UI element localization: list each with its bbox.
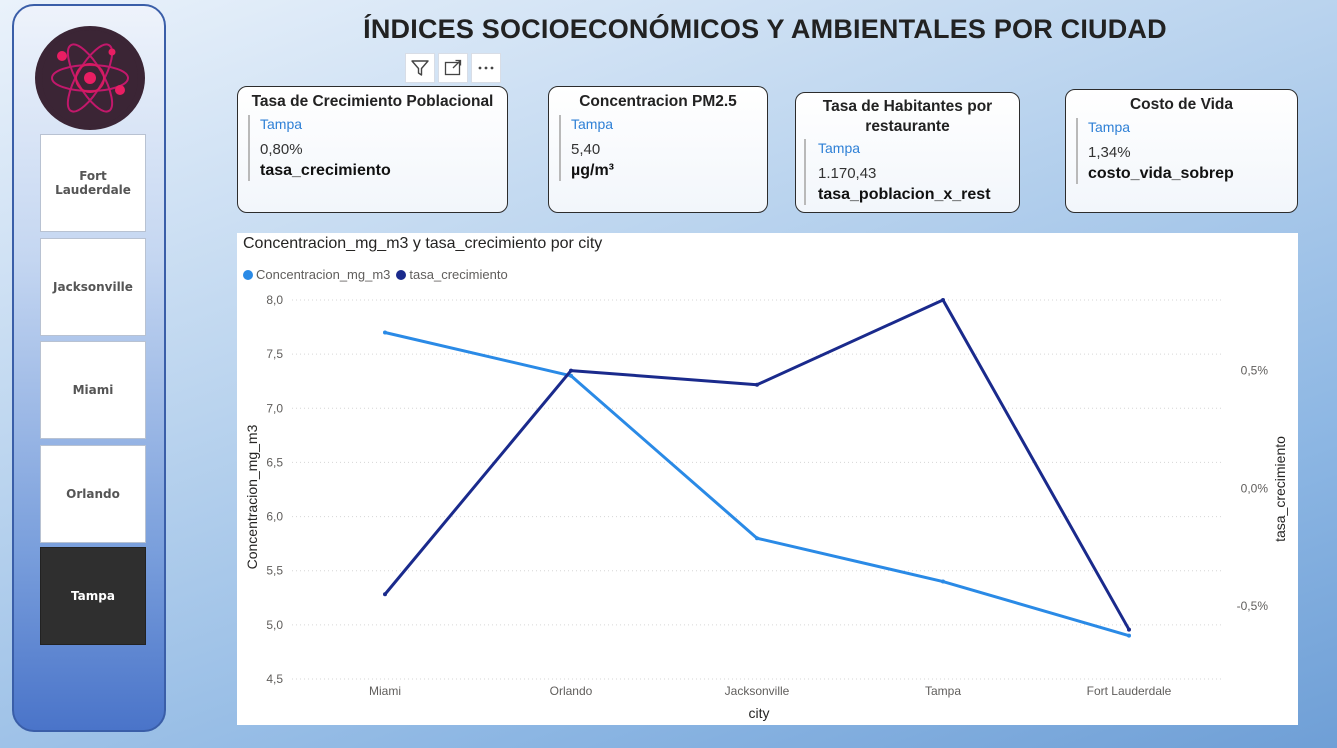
card-title: Tasa de Habitantes por restaurante — [822, 98, 993, 135]
card-measure: costo_vida_sobrep — [1088, 165, 1234, 182]
data-point[interactable] — [383, 330, 387, 335]
series-line-tasa_crecimiento[interactable] — [383, 298, 1131, 631]
city-button-jacksonville[interactable]: Jacksonville — [40, 238, 146, 336]
city-button-label: Jacksonville — [53, 280, 133, 294]
card-title: Costo de Vida — [1129, 96, 1234, 113]
focus-mode-icon[interactable] — [438, 53, 468, 83]
visual-toolbar — [405, 53, 501, 83]
y-left-tick-label: 8,0 — [266, 293, 283, 307]
city-button-orlando[interactable]: Orlando — [40, 445, 146, 543]
card-body: Tampa 1,34% costo_vida_sobrep — [1076, 118, 1234, 184]
y-axis-right-label: tasa_crecimiento — [1272, 436, 1288, 542]
data-point[interactable] — [569, 368, 573, 373]
card-concentracion-pm25: Concentracion PM2.5 Tampa 5,40 µg/m³ — [548, 86, 768, 213]
y-left-tick-label: 7,5 — [266, 347, 283, 361]
y-left-tick-label: 6,5 — [266, 455, 283, 469]
y-left-tick-label: 6,0 — [266, 510, 283, 524]
card-title: Tasa de Crecimiento Poblacional — [251, 93, 494, 110]
card-value: 1.170,43 — [818, 165, 877, 182]
legend-item-concentracion[interactable]: Concentracion_mg_m3 — [243, 267, 390, 282]
x-tick-label: Tampa — [925, 684, 961, 698]
city-button-miami[interactable]: Miami — [40, 341, 146, 439]
data-point[interactable] — [1127, 627, 1131, 632]
data-point[interactable] — [1127, 633, 1131, 638]
card-value: 1,34% — [1088, 144, 1131, 161]
page-title: ÍNDICES SOCIOECONÓMICOS Y AMBIENTALES PO… — [363, 14, 1167, 44]
city-button-label: Fort Lauderdale — [55, 169, 131, 197]
card-measure: µg/m³ — [571, 162, 614, 179]
city-button-tampa[interactable]: Tampa — [40, 547, 146, 645]
y-right-tick-label: -0,5% — [1237, 599, 1269, 613]
card-body: Tampa 5,40 µg/m³ — [559, 115, 614, 181]
legend-label: Concentracion_mg_m3 — [256, 267, 391, 282]
x-tick-label: Orlando — [550, 684, 593, 698]
sidebar: Fort Lauderdale Jacksonville Miami Orlan… — [12, 4, 166, 732]
card-body: Tampa 1.170,43 tasa_poblacion_x_rest — [804, 139, 991, 205]
series-line-Concentracion_mg_m3[interactable] — [384, 331, 1130, 638]
card-measure: tasa_poblacion_x_rest — [818, 186, 991, 203]
city-button-label: Orlando — [66, 487, 120, 501]
x-tick-label: Jacksonville — [725, 684, 790, 698]
data-point[interactable] — [383, 592, 387, 597]
data-point[interactable] — [941, 579, 945, 584]
card-tasa-crecimiento: Tasa de Crecimiento Poblacional Tampa 0,… — [237, 86, 508, 213]
card-city: Tampa — [818, 140, 861, 156]
atom-icon — [35, 26, 145, 130]
card-city: Tampa — [1088, 119, 1131, 135]
y-right-tick-label: 0,0% — [1241, 481, 1269, 495]
y-axis-left-label: Concentracion_mg_m3 — [244, 424, 260, 569]
y-right-tick-label: 0,5% — [1241, 364, 1269, 378]
chart-legend: Concentracion_mg_m3 tasa_crecimiento — [243, 267, 508, 282]
chart-title: Concentracion_mg_m3 y tasa_crecimiento p… — [243, 235, 603, 252]
more-options-icon[interactable] — [471, 53, 501, 83]
card-costo-vida: Costo de Vida Tampa 1,34% costo_vida_sob… — [1065, 89, 1298, 213]
card-title: Concentracion PM2.5 — [579, 93, 737, 110]
legend-dot — [396, 269, 407, 280]
y-left-tick-label: 5,0 — [266, 618, 283, 632]
data-point[interactable] — [755, 536, 759, 541]
card-value: 5,40 — [571, 141, 601, 158]
data-point[interactable] — [755, 382, 759, 387]
card-body: Tampa 0,80% tasa_crecimiento — [248, 115, 391, 181]
city-button-label: Tampa — [71, 589, 115, 603]
y-left-tick-label: 5,5 — [266, 564, 283, 578]
legend-label: tasa_crecimiento — [409, 267, 508, 282]
y-left-tick-label: 7,0 — [266, 401, 283, 415]
city-button-label: Miami — [72, 383, 114, 397]
filter-icon[interactable] — [405, 53, 435, 83]
x-axis-label: city — [749, 705, 770, 721]
card-city: Tampa — [260, 116, 303, 132]
legend-item-tasa[interactable]: tasa_crecimiento — [396, 267, 508, 282]
x-tick-label: Fort Lauderdale — [1087, 684, 1172, 698]
data-point[interactable] — [569, 373, 573, 378]
card-value: 0,80% — [260, 141, 303, 158]
card-habitantes-restaurante: Tasa de Habitantes por restaurante Tampa… — [795, 92, 1020, 213]
legend-dot — [243, 269, 253, 280]
card-city: Tampa — [571, 116, 614, 132]
card-measure: tasa_crecimiento — [260, 162, 391, 179]
x-tick-label: Miami — [369, 684, 401, 698]
data-point[interactable] — [941, 298, 945, 302]
city-button-fort-lauderdale[interactable]: Fort Lauderdale — [40, 134, 146, 232]
line-chart: 4,5 5,0 5,5 6,0 6,5 7,0 7,5 8,0 -0,5% 0,0% 0,5% Mia… — [244, 293, 1288, 721]
y-left-tick-label: 4,5 — [266, 672, 283, 686]
line-chart-panel: Concentracion_mg_m3 y tasa_crecimiento p… — [237, 233, 1298, 725]
